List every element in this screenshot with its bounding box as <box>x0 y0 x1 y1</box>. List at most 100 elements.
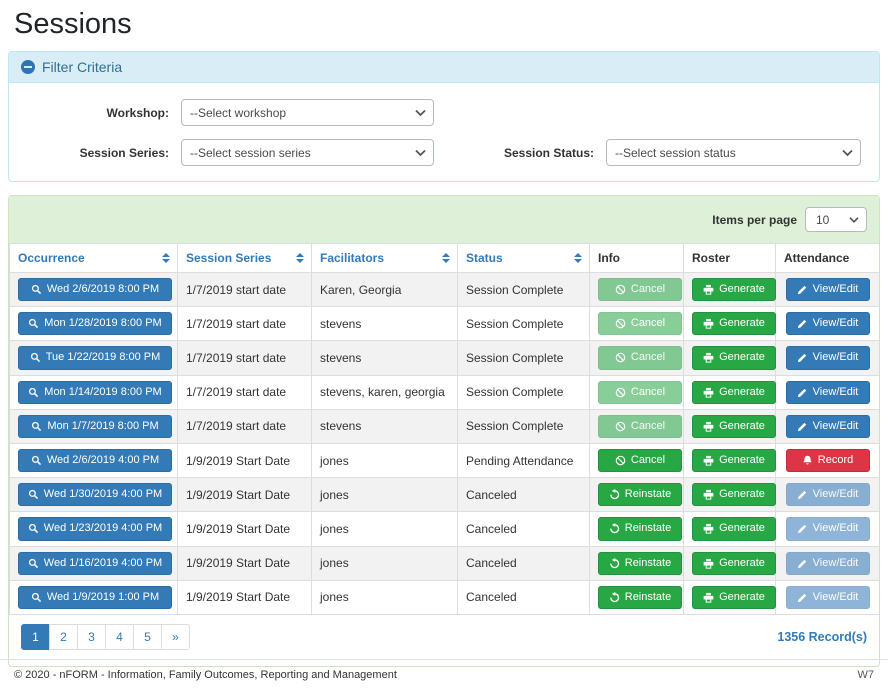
view-edit-button: View/Edit <box>785 551 870 575</box>
generate-button[interactable]: Generate <box>692 278 776 302</box>
ban-icon <box>615 284 626 295</box>
session-series-cell: 1/9/2019 Start Date <box>177 579 312 615</box>
session-status-label: Session Status: <box>503 145 594 160</box>
view-edit-button[interactable]: View/Edit <box>785 346 870 370</box>
session-series-cell: 1/9/2019 Start Date <box>177 511 312 547</box>
view-edit-button: View/Edit <box>785 517 870 541</box>
reinstate-button[interactable]: Reinstate <box>598 551 682 575</box>
occurrence-button[interactable]: Wed 1/16/2019 4:00 PM <box>18 551 172 575</box>
occurrence-button[interactable]: Wed 1/30/2019 4:00 PM <box>18 483 172 507</box>
cancel-button[interactable]: Cancel <box>598 448 682 473</box>
records-count: 1356 Record(s) <box>777 629 867 644</box>
pencil-icon <box>797 523 808 534</box>
generate-button[interactable]: Generate <box>692 414 776 438</box>
reinstate-button[interactable]: Reinstate <box>598 585 682 609</box>
printer-icon <box>703 455 714 466</box>
column-header-info: Info <box>589 243 684 273</box>
generate-button[interactable]: Generate <box>692 585 776 609</box>
session-series-cell: 1/7/2019 start date <box>177 271 312 308</box>
generate-button[interactable]: Generate <box>692 517 776 541</box>
generate-button[interactable]: Generate <box>692 551 776 575</box>
pagination-page[interactable]: » <box>161 623 190 650</box>
filter-criteria-header[interactable]: Filter Criteria <box>9 52 879 83</box>
column-header-session-series[interactable]: Session Series <box>177 243 312 273</box>
session-series-cell: 1/7/2019 start date <box>177 306 312 342</box>
column-header-occurrence[interactable]: Occurrence <box>9 243 178 273</box>
pencil-icon <box>797 489 808 500</box>
pagination-page[interactable]: 5 <box>133 623 162 650</box>
undo-icon <box>609 557 620 569</box>
search-icon <box>28 387 39 398</box>
printer-icon <box>703 592 714 603</box>
pagination-page[interactable]: 3 <box>77 623 106 650</box>
ban-icon <box>615 421 626 432</box>
occurrence-button[interactable]: Mon 1/7/2019 8:00 PM <box>18 414 172 438</box>
session-series-cell: 1/9/2019 Start Date <box>177 545 312 581</box>
pagination-page[interactable]: 4 <box>105 623 134 650</box>
search-icon <box>28 318 39 329</box>
facilitators-cell: jones <box>311 579 458 615</box>
column-label: Facilitators <box>320 251 385 265</box>
session-series-cell: 1/7/2019 start date <box>177 374 312 410</box>
version-text: W7 <box>857 669 875 681</box>
ban-icon <box>615 352 626 363</box>
view-edit-button[interactable]: View/Edit <box>785 278 870 302</box>
items-per-page-select[interactable]: 10 <box>805 207 867 232</box>
table-footer: 1 2 3 4 5» 1356 Record(s) <box>9 614 879 666</box>
status-cell: Canceled <box>457 579 590 615</box>
occurrence-button[interactable]: Wed 1/23/2019 4:00 PM <box>18 517 172 541</box>
pagination-page[interactable]: 2 <box>49 623 78 650</box>
view-edit-button[interactable]: View/Edit <box>785 414 870 438</box>
undo-icon <box>609 489 620 500</box>
undo-icon <box>609 591 620 603</box>
cancel-button: Cancel <box>598 312 682 336</box>
status-cell: Session Complete <box>457 271 590 308</box>
table-row: Wed 1/30/2019 4:00 PM 1/9/2019 Start Date… <box>9 477 879 513</box>
filter-criteria-body: Workshop: --Select workshop Session Seri… <box>9 83 879 181</box>
record-button[interactable]: Record <box>785 448 870 473</box>
status-cell: Session Complete <box>457 374 590 410</box>
workshop-select[interactable]: --Select workshop <box>181 99 434 126</box>
status-cell: Session Complete <box>457 306 590 342</box>
generate-button[interactable]: Generate <box>692 483 776 507</box>
collapse-minus-icon <box>21 60 35 74</box>
table-row: Tue 1/22/2019 8:00 PM 1/7/2019 start date… <box>9 340 879 376</box>
ban-icon <box>615 387 626 398</box>
search-icon <box>28 489 39 500</box>
column-header-facilitators[interactable]: Facilitators <box>311 243 458 273</box>
status-cell: Session Complete <box>457 340 590 376</box>
facilitators-cell: jones <box>311 477 458 513</box>
generate-button[interactable]: Generate <box>692 346 776 370</box>
generate-button[interactable]: Generate <box>692 380 776 404</box>
occurrence-button[interactable]: Mon 1/14/2019 8:00 PM <box>18 380 172 404</box>
printer-icon <box>703 352 714 364</box>
occurrence-button[interactable]: Wed 2/6/2019 4:00 PM <box>18 448 172 473</box>
generate-button[interactable]: Generate <box>692 312 776 336</box>
occurrence-button[interactable]: Tue 1/22/2019 8:00 PM <box>18 346 172 370</box>
reinstate-button[interactable]: Reinstate <box>598 517 682 541</box>
facilitators-cell: stevens <box>311 340 458 376</box>
pencil-icon <box>797 318 808 329</box>
table-row: Wed 1/9/2019 1:00 PM 1/9/2019 Start Date j… <box>9 579 879 615</box>
session-series-select[interactable]: --Select session series <box>181 139 434 166</box>
printer-icon <box>703 523 714 534</box>
occurrence-button[interactable]: Wed 1/9/2019 1:00 PM <box>18 585 172 609</box>
column-label: Status <box>466 251 503 265</box>
facilitators-cell: stevens <box>311 306 458 342</box>
view-edit-button[interactable]: View/Edit <box>785 312 870 336</box>
column-header-status[interactable]: Status <box>457 243 590 273</box>
view-edit-button[interactable]: View/Edit <box>785 380 870 404</box>
column-label: Roster <box>692 251 731 265</box>
status-cell: Pending Attendance <box>457 442 590 479</box>
reinstate-button[interactable]: Reinstate <box>598 483 682 507</box>
generate-button[interactable]: Generate <box>692 448 776 473</box>
printer-icon <box>703 318 714 329</box>
pagination-page-active[interactable]: 1 <box>21 623 50 650</box>
session-status-select[interactable]: --Select session status <box>606 139 861 166</box>
occurrence-button[interactable]: Mon 1/28/2019 8:00 PM <box>18 312 172 336</box>
column-header-roster: Roster <box>683 243 776 273</box>
occurrence-button[interactable]: Wed 2/6/2019 8:00 PM <box>18 278 172 302</box>
ban-icon <box>615 318 626 329</box>
printer-icon <box>703 284 714 295</box>
